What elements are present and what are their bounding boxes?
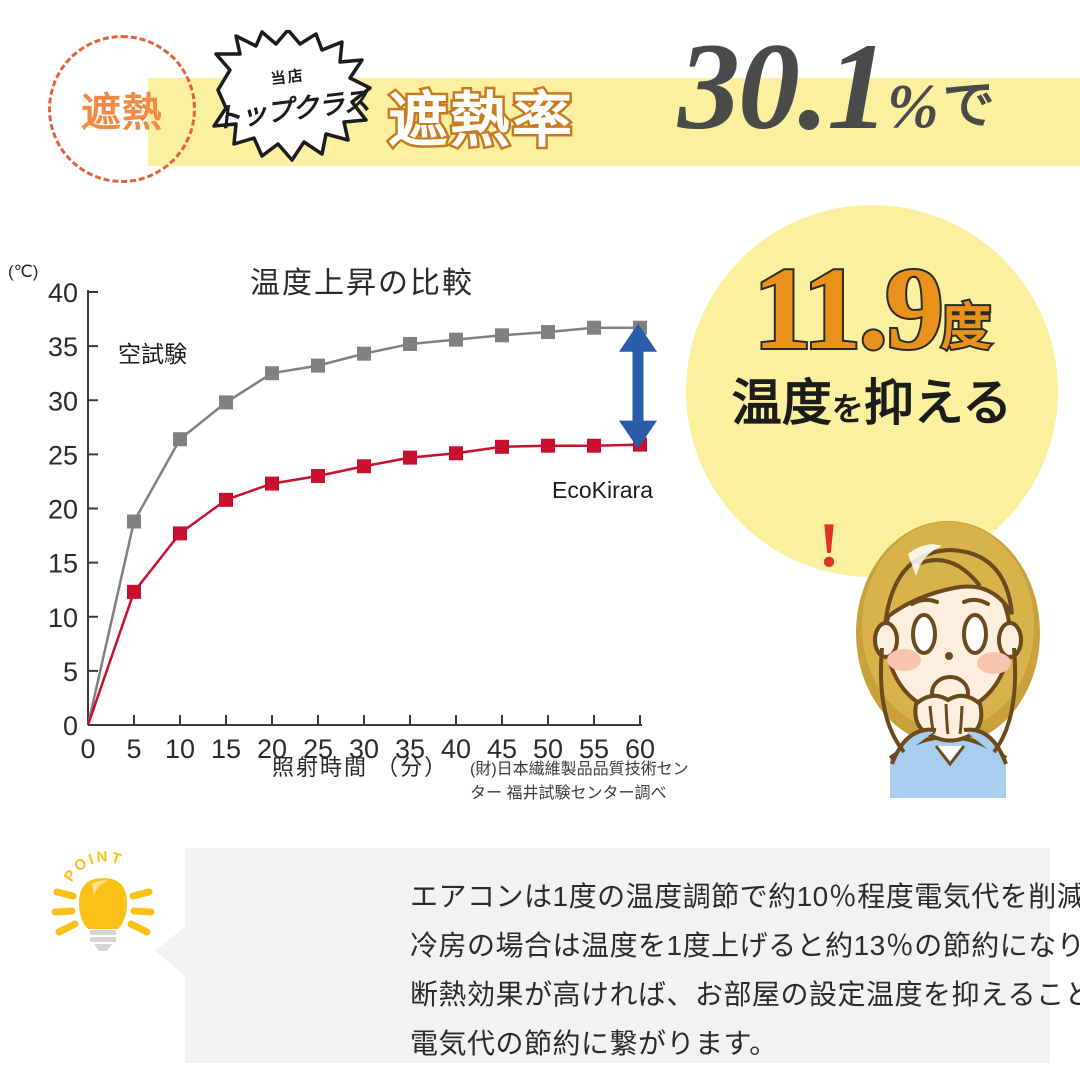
svg-text:35: 35: [48, 332, 78, 362]
burst-small-label: 当店: [269, 66, 306, 88]
callout-subtitle: 温度を抑える: [686, 363, 1058, 435]
svg-text:10: 10: [48, 603, 78, 633]
header-stat-value: 30.1: [678, 18, 889, 155]
svg-text:15: 15: [48, 549, 78, 579]
svg-text:10: 10: [165, 734, 195, 764]
svg-text:20: 20: [48, 495, 78, 525]
header-stat-group: 30.1 % で: [678, 18, 995, 155]
callout-value-unit: 度: [939, 298, 993, 355]
svg-text:5: 5: [63, 657, 78, 687]
heat-shield-badge: 遮熱: [48, 35, 196, 183]
chart-y-unit-label: (℃): [8, 262, 39, 281]
svg-text:25: 25: [303, 734, 333, 764]
svg-text:40: 40: [441, 734, 471, 764]
svg-text:空試験: 空試験: [118, 341, 187, 367]
svg-text:35: 35: [395, 734, 425, 764]
chart-source-attribution: (財)日本繊維製品品質技術センター 福井試験センター調べ: [470, 761, 689, 802]
svg-text:15: 15: [211, 734, 241, 764]
svg-text:45: 45: [487, 734, 517, 764]
callout-value-group: 11.9 度: [686, 243, 1058, 374]
point-line: 断熱効果が高ければ、お部屋の設定温度を抑えることができ、: [410, 979, 1080, 1010]
svg-text:25: 25: [48, 440, 78, 470]
callout-subtitle-prefix: 温度: [731, 375, 832, 431]
point-section: POINT エアコンは1度の温度調節で約10％程度電気代を削減できます。: [0, 830, 1080, 1080]
svg-text:0: 0: [80, 734, 95, 764]
point-callout-pointer: [155, 925, 187, 977]
callout-value: 11.9: [751, 243, 946, 374]
chart-series-group: 空試験 EcoKirara: [86, 320, 653, 726]
burst-text-wrap: 当店 トップクラス: [201, 20, 380, 171]
point-line: エアコンは1度の温度調節で約10％程度電気代を削減できます。: [410, 881, 1080, 912]
svg-text:40: 40: [48, 278, 78, 308]
chart-x-axis-title: 照射時間 （分）: [272, 755, 449, 780]
burst-shape-icon: [212, 28, 372, 162]
header-title: 遮熱率: [386, 85, 575, 157]
svg-text:20: 20: [257, 734, 287, 764]
svg-text:5: 5: [126, 734, 141, 764]
svg-text:55: 55: [579, 734, 609, 764]
callout-subtitle-particle: を: [831, 391, 864, 427]
svg-text:60: 60: [625, 734, 655, 764]
point-text-lines: エアコンは1度の温度調節で約10％程度電気代を削減できます。 冷房の場合は温度を…: [410, 883, 1080, 1079]
temperature-chart-panel: (℃) 温度上昇の比較 0 5 10 15 20 25 30 35 40 0 5 10 15 20 25 3…: [0, 250, 700, 802]
chart-difference-arrow: [619, 323, 657, 449]
point-line: 冷房の場合は温度を1度上げると約13％の節約になります。: [410, 930, 1080, 961]
svg-text:50: 50: [533, 734, 563, 764]
burst-main-label: トップクラス: [212, 85, 371, 134]
surprised-woman-illustration: [830, 508, 1080, 803]
header-stat-suffix: で: [942, 76, 995, 135]
y-axis: 0 5 10 15 20 25 30 35 40: [48, 278, 98, 741]
heat-shield-badge-label: 遮熱: [81, 91, 163, 135]
point-line: 電気代の節約に繋がります。: [410, 1028, 778, 1059]
top-class-burst-badge: 当店 トップクラス: [208, 28, 372, 162]
svg-text:30: 30: [48, 386, 78, 416]
temperature-reduction-callout: 11.9 度 温度を抑える: [686, 205, 1058, 577]
svg-text:30: 30: [349, 734, 379, 764]
chart-title: 温度上昇の比較: [250, 267, 474, 300]
exclamation-mark: !: [818, 509, 840, 580]
svg-text:0: 0: [63, 711, 78, 741]
header-stat-unit: %: [887, 72, 939, 141]
point-lightbulb-icon: POINT: [48, 844, 158, 961]
x-axis: 0 5 10 15 20 25 30 35 40 45 50 55 60: [80, 715, 655, 764]
point-text-box: エアコンは1度の温度調節で約10％程度電気代を削減できます。 冷房の場合は温度を…: [185, 848, 1080, 1063]
header-banner: 遮熱 当店 トップクラス 遮熱率 30.1 % で: [0, 0, 1080, 215]
chart-plot: 0 5 10 15 20 25 30 35 40 0 5 10 15 20 25 30 35 40 45 50 55 6…: [48, 278, 657, 764]
callout-subtitle-suffix: 抑える: [863, 375, 1013, 431]
svg-text:EcoKirara: EcoKirara: [552, 477, 653, 503]
